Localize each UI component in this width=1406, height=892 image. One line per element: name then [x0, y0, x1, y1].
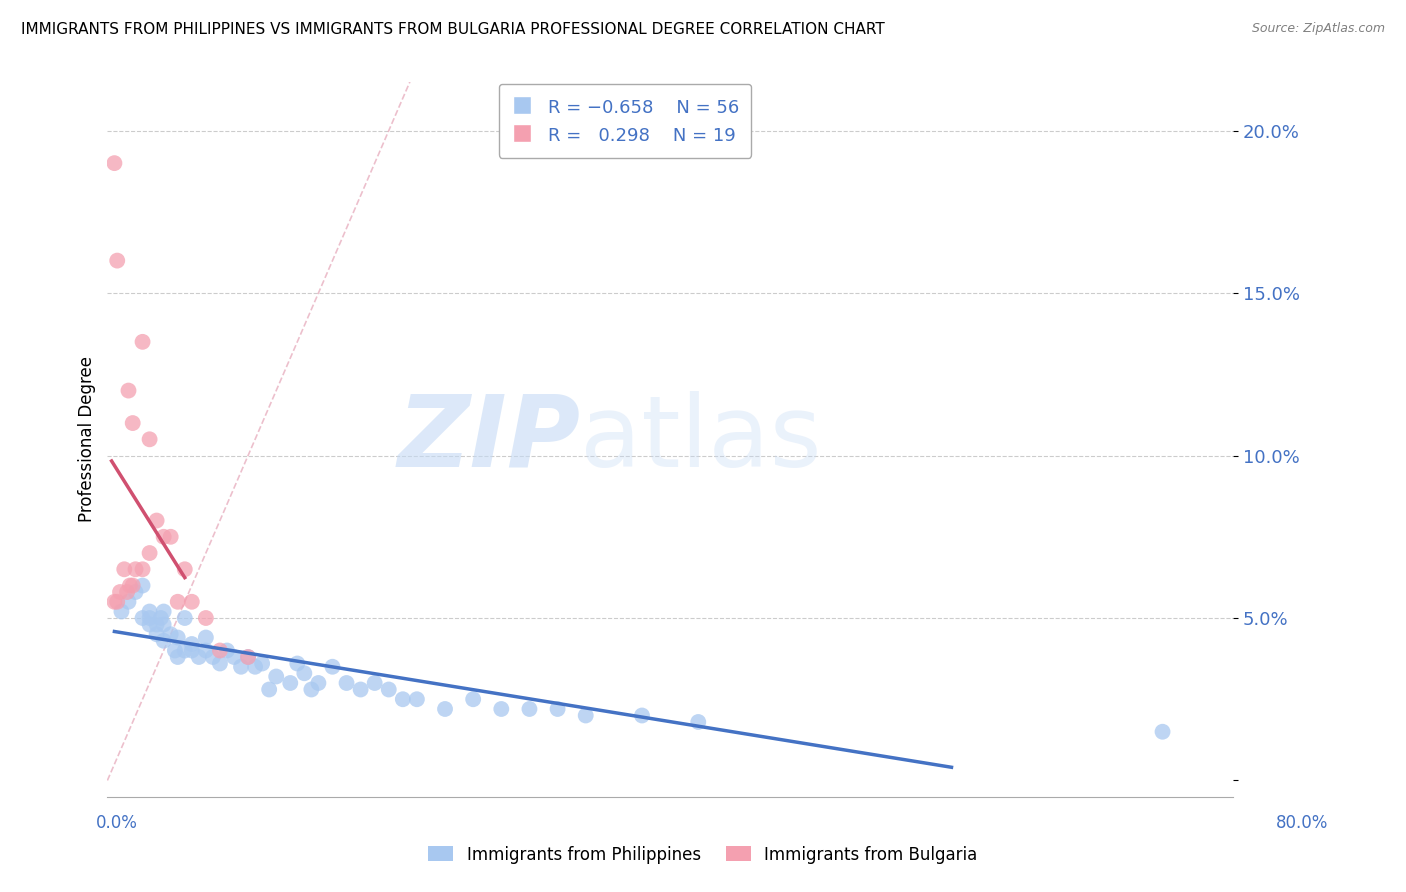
Point	[292, 666, 315, 681]
Text: 0.0%: 0.0%	[96, 814, 138, 831]
Point	[173, 562, 195, 576]
Point	[149, 611, 172, 625]
Point	[285, 657, 308, 671]
Point	[117, 595, 139, 609]
Point	[115, 585, 138, 599]
Text: atlas: atlas	[581, 391, 821, 488]
Legend: R = −0.658    N = 56, R =   0.298    N = 19: R = −0.658 N = 56, R = 0.298 N = 19	[499, 84, 751, 158]
Point	[138, 433, 160, 447]
Point	[152, 633, 174, 648]
Point	[131, 578, 153, 592]
Point	[194, 643, 217, 657]
Point	[108, 585, 131, 599]
Point	[112, 562, 135, 576]
Point	[243, 659, 266, 673]
Point	[152, 530, 174, 544]
Point	[250, 657, 273, 671]
Point	[377, 682, 399, 697]
Point	[547, 702, 569, 716]
Point	[105, 253, 128, 268]
Point	[222, 650, 245, 665]
Point	[105, 595, 128, 609]
Point	[321, 659, 343, 673]
Legend: Immigrants from Philippines, Immigrants from Bulgaria: Immigrants from Philippines, Immigrants …	[422, 839, 984, 871]
Text: 80.0%: 80.0%	[1277, 814, 1329, 831]
Point	[575, 708, 598, 723]
Text: Source: ZipAtlas.com: Source: ZipAtlas.com	[1251, 22, 1385, 36]
Point	[208, 643, 231, 657]
Point	[159, 530, 181, 544]
Point	[491, 702, 513, 716]
Point	[201, 650, 224, 665]
Point	[173, 611, 195, 625]
Point	[152, 617, 174, 632]
Point	[335, 676, 357, 690]
Point	[349, 682, 371, 697]
Point	[194, 611, 217, 625]
Point	[278, 676, 301, 690]
Point	[688, 714, 710, 729]
Point	[163, 643, 186, 657]
Point	[257, 682, 280, 697]
Point	[363, 676, 385, 690]
Point	[166, 650, 188, 665]
Point	[131, 611, 153, 625]
Text: ZIP: ZIP	[396, 391, 581, 488]
Point	[187, 650, 209, 665]
Point	[138, 605, 160, 619]
Point	[264, 669, 287, 683]
Point	[118, 578, 141, 592]
Point	[138, 546, 160, 560]
Point	[138, 617, 160, 632]
Point	[131, 334, 153, 349]
Point	[131, 562, 153, 576]
Point	[103, 156, 125, 170]
Y-axis label: Professional Degree: Professional Degree	[79, 356, 96, 523]
Point	[406, 692, 429, 706]
Point	[519, 702, 541, 716]
Point	[180, 643, 202, 657]
Point	[103, 595, 125, 609]
Point	[180, 595, 202, 609]
Point	[110, 605, 132, 619]
Point	[208, 657, 231, 671]
Point	[180, 637, 202, 651]
Point	[121, 416, 143, 430]
Point	[145, 627, 167, 641]
Point	[307, 676, 329, 690]
Point	[124, 562, 146, 576]
Point	[152, 605, 174, 619]
Point	[166, 631, 188, 645]
Point	[392, 692, 415, 706]
Text: IMMIGRANTS FROM PHILIPPINES VS IMMIGRANTS FROM BULGARIA PROFESSIONAL DEGREE CORR: IMMIGRANTS FROM PHILIPPINES VS IMMIGRANT…	[21, 22, 884, 37]
Point	[1152, 724, 1174, 739]
Point	[299, 682, 322, 697]
Point	[117, 384, 139, 398]
Point	[215, 643, 238, 657]
Point	[434, 702, 457, 716]
Point	[229, 659, 252, 673]
Point	[145, 514, 167, 528]
Point	[138, 611, 160, 625]
Point	[631, 708, 654, 723]
Point	[463, 692, 485, 706]
Point	[173, 643, 195, 657]
Point	[236, 650, 259, 665]
Point	[159, 627, 181, 641]
Point	[145, 617, 167, 632]
Point	[124, 585, 146, 599]
Point	[166, 595, 188, 609]
Point	[121, 578, 143, 592]
Point	[236, 650, 259, 665]
Point	[194, 631, 217, 645]
